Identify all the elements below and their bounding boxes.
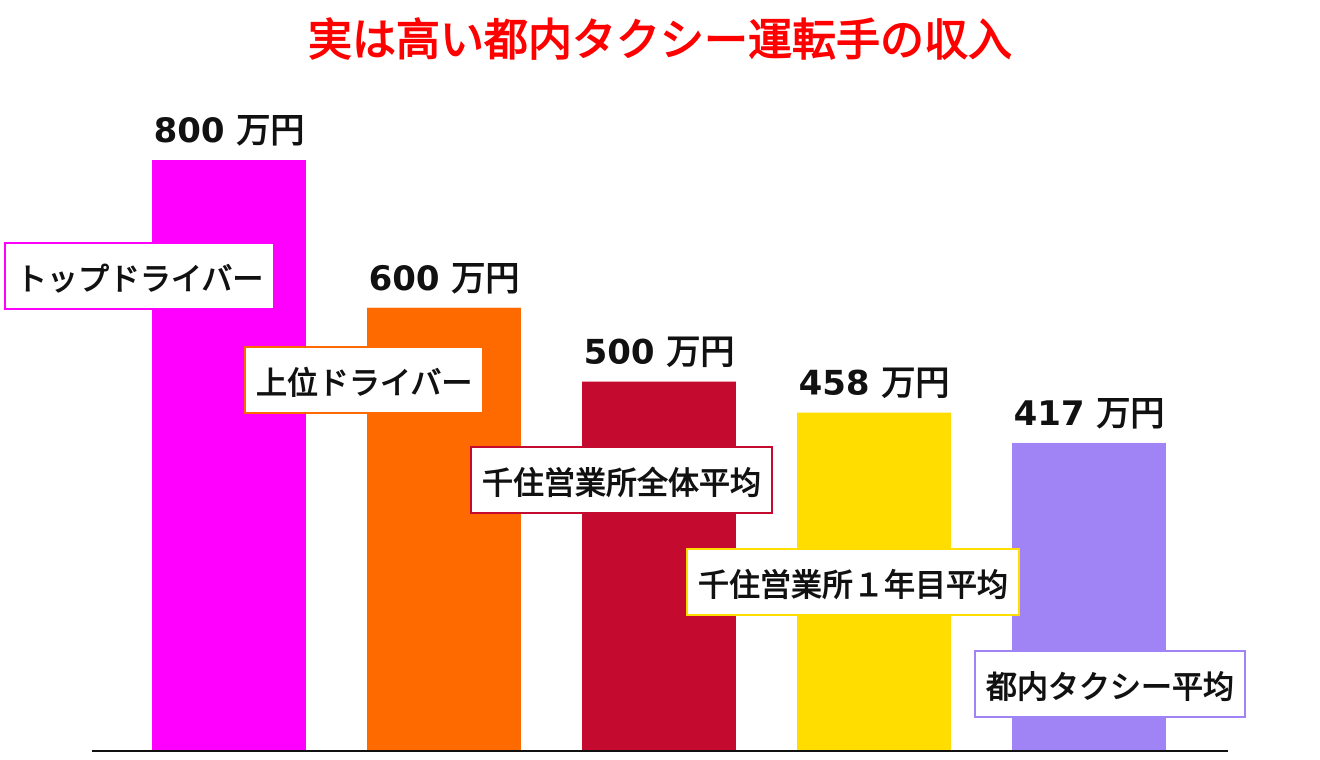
- category-label-4: 都内タクシー平均: [974, 650, 1246, 718]
- value-label-4: 417 万円: [1014, 394, 1165, 434]
- category-label-1: 上位ドライバー: [244, 346, 485, 414]
- value-label-2: 500 万円: [584, 333, 735, 373]
- value-label-3: 458 万円: [799, 364, 950, 404]
- value-label-0: 800 万円: [154, 111, 305, 151]
- value-labels-group: 800 万円 600 万円 500 万円 458 万円 417 万円: [154, 111, 1165, 434]
- chart-title: 実は高い都内タクシー運転手の収入: [308, 15, 1012, 66]
- category-label-3: 千住営業所１年目平均: [686, 548, 1020, 616]
- value-label-1: 600 万円: [369, 259, 520, 299]
- category-label-0: トップドライバー: [4, 242, 276, 310]
- category-label-2: 千住営業所全体平均: [470, 446, 773, 514]
